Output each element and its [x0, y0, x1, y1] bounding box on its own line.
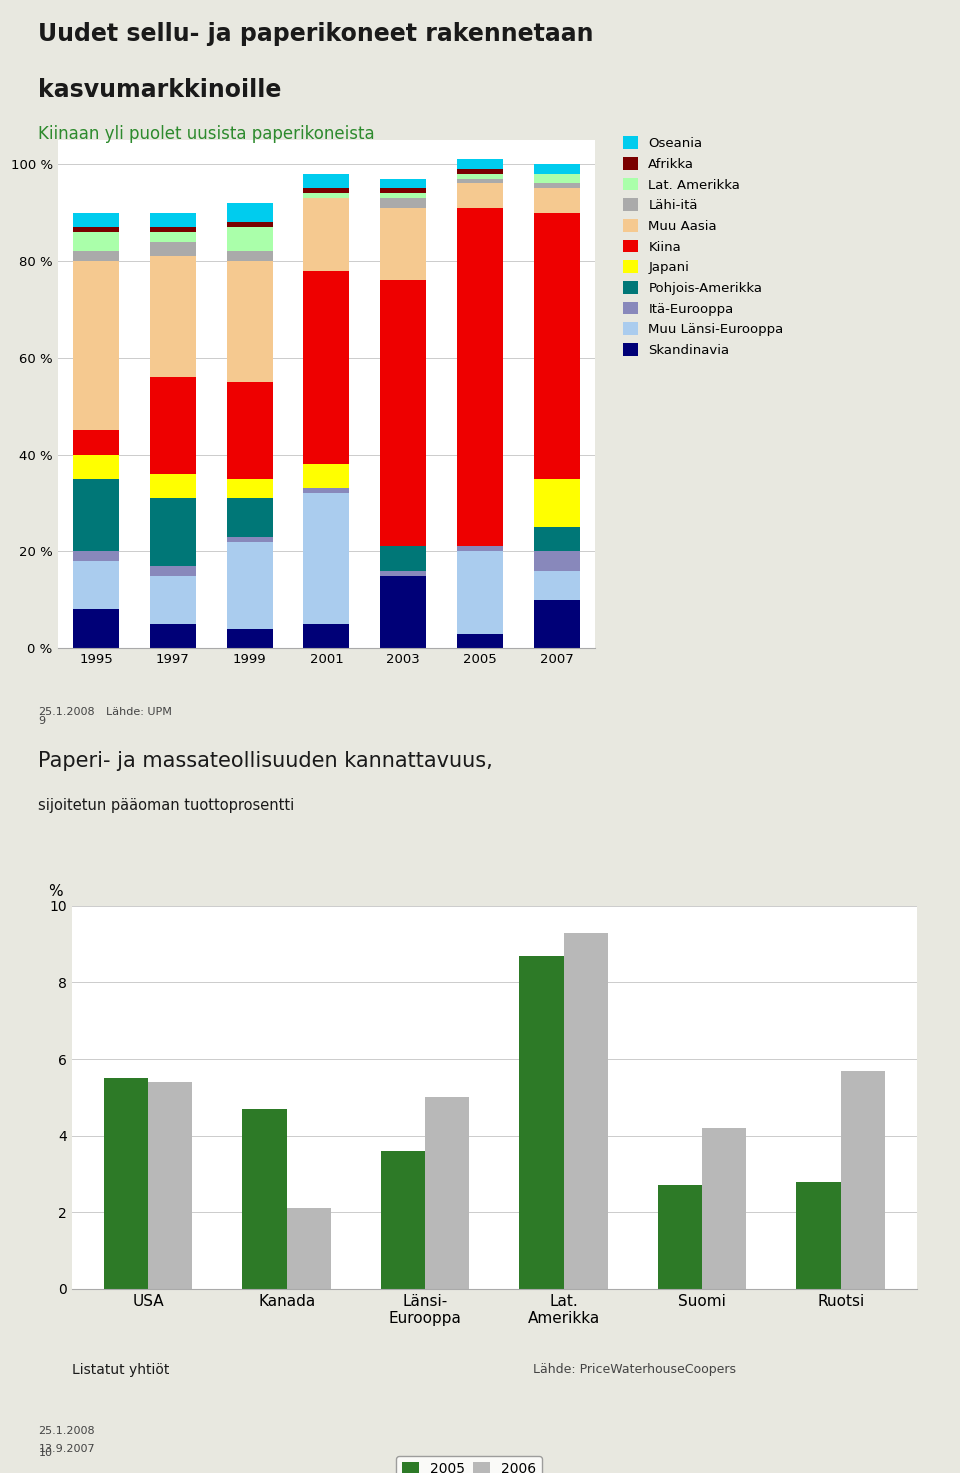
Text: sijoitetun pääoman tuottoprosentti: sijoitetun pääoman tuottoprosentti: [38, 798, 295, 813]
Bar: [457, 546, 503, 551]
Bar: [303, 197, 349, 271]
Text: Paperi- ja massateollisuuden kannattavuus,: Paperi- ja massateollisuuden kannattavuu…: [38, 751, 493, 772]
Bar: [380, 546, 426, 570]
Bar: [303, 489, 349, 493]
Bar: [796, 1181, 841, 1289]
Bar: [73, 430, 119, 455]
Bar: [534, 164, 580, 174]
Bar: [534, 551, 580, 570]
Bar: [380, 189, 426, 193]
Bar: [73, 561, 119, 610]
Bar: [303, 189, 349, 193]
Text: 25.1.2008: 25.1.2008: [38, 707, 95, 717]
Text: 25.1.2008: 25.1.2008: [38, 1426, 95, 1436]
Bar: [227, 629, 273, 648]
Bar: [73, 231, 119, 252]
Bar: [73, 610, 119, 648]
Bar: [457, 208, 503, 546]
Bar: [303, 193, 349, 197]
Bar: [658, 1186, 702, 1289]
Text: %: %: [48, 884, 62, 899]
Text: Uudet sellu- ja paperikoneet rakennetaan: Uudet sellu- ja paperikoneet rakennetaan: [38, 22, 594, 46]
Text: Listatut yhtiöt: Listatut yhtiöt: [72, 1363, 169, 1377]
Bar: [227, 542, 273, 629]
Bar: [457, 159, 503, 169]
Bar: [534, 527, 580, 551]
Text: kasvumarkkinoille: kasvumarkkinoille: [38, 78, 282, 102]
Bar: [303, 174, 349, 189]
Bar: [242, 1109, 287, 1289]
Bar: [227, 261, 273, 382]
Text: Lähde: PriceWaterhouseCoopers: Lähde: PriceWaterhouseCoopers: [533, 1363, 735, 1376]
Bar: [380, 197, 426, 208]
Bar: [534, 212, 580, 479]
Bar: [702, 1128, 747, 1289]
Bar: [381, 1150, 425, 1289]
Bar: [150, 474, 196, 498]
Legend: 2005, 2006: 2005, 2006: [396, 1455, 541, 1473]
Bar: [73, 227, 119, 231]
Bar: [150, 242, 196, 256]
Bar: [564, 932, 608, 1289]
Bar: [227, 252, 273, 261]
Bar: [73, 252, 119, 261]
Bar: [457, 551, 503, 633]
Bar: [380, 280, 426, 546]
Bar: [227, 222, 273, 227]
Bar: [150, 566, 196, 576]
Bar: [457, 178, 503, 184]
Bar: [303, 464, 349, 489]
Bar: [73, 551, 119, 561]
Bar: [227, 536, 273, 542]
Bar: [104, 1078, 148, 1289]
Bar: [148, 1083, 193, 1289]
Text: Lähde: UPM: Lähde: UPM: [106, 707, 172, 717]
Legend: Oseania, Afrikka, Lat. Amerikka, Lähi-itä, Muu Aasia, Kiina, Japani, Pohjois-Ame: Oseania, Afrikka, Lat. Amerikka, Lähi-it…: [623, 137, 783, 356]
Bar: [150, 377, 196, 474]
Bar: [534, 184, 580, 189]
Bar: [150, 625, 196, 648]
Bar: [303, 493, 349, 625]
Bar: [73, 479, 119, 551]
Bar: [380, 570, 426, 576]
Bar: [150, 212, 196, 227]
Bar: [380, 576, 426, 648]
Text: 9: 9: [38, 716, 45, 726]
Bar: [457, 169, 503, 174]
Bar: [380, 193, 426, 197]
Bar: [227, 382, 273, 479]
Text: 10: 10: [38, 1448, 53, 1458]
Bar: [425, 1097, 469, 1289]
Bar: [534, 174, 580, 184]
Text: Kiinaan yli puolet uusista paperikoneista: Kiinaan yli puolet uusista paperikoneist…: [38, 125, 375, 143]
Bar: [227, 479, 273, 498]
Bar: [150, 576, 196, 625]
Bar: [227, 203, 273, 222]
Bar: [534, 600, 580, 648]
Bar: [227, 498, 273, 536]
Bar: [534, 189, 580, 212]
Bar: [841, 1071, 885, 1289]
Bar: [534, 479, 580, 527]
Bar: [380, 178, 426, 189]
Bar: [150, 231, 196, 242]
Bar: [457, 184, 503, 208]
Bar: [519, 956, 564, 1289]
Bar: [457, 633, 503, 648]
Bar: [150, 498, 196, 566]
Bar: [150, 256, 196, 377]
Bar: [150, 227, 196, 231]
Bar: [73, 455, 119, 479]
Text: 13.9.2007: 13.9.2007: [38, 1444, 95, 1454]
Bar: [534, 570, 580, 600]
Bar: [457, 174, 503, 178]
Bar: [380, 208, 426, 280]
Bar: [227, 227, 273, 252]
Bar: [303, 271, 349, 464]
Bar: [73, 212, 119, 227]
Bar: [73, 261, 119, 430]
Bar: [303, 625, 349, 648]
Bar: [287, 1208, 331, 1289]
